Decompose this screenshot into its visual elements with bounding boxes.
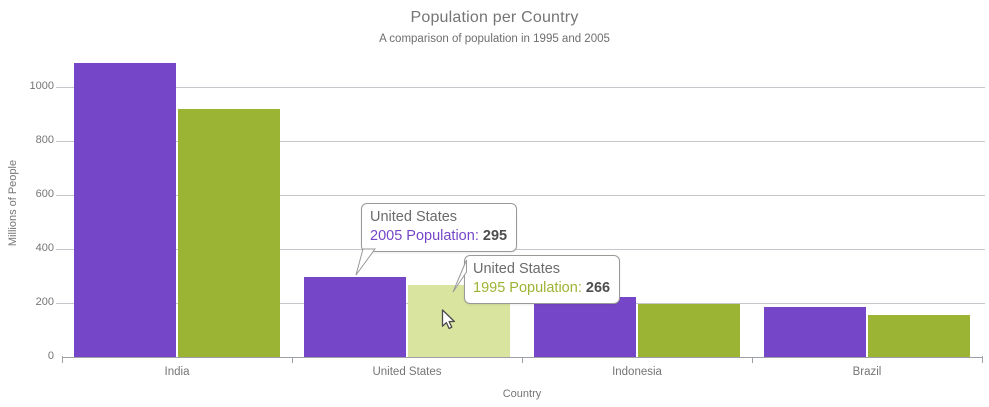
y-tick-label: 400 (35, 242, 54, 254)
x-category-label: India (164, 366, 190, 378)
tooltip-callout-pointer (452, 259, 467, 293)
tooltip-category: United States (370, 209, 458, 225)
y-axis-tick (56, 302, 65, 304)
x-axis-tick (291, 357, 293, 363)
gridline-1000 (62, 86, 985, 88)
x-axis-tick (751, 357, 753, 363)
tooltip-us-2005: United States 2005 Population: 295 (355, 203, 518, 276)
tooltip-series-label: 1995 Population: (473, 280, 582, 296)
gridline-600 (62, 194, 985, 196)
y-axis-tick (56, 248, 65, 250)
x-category-label: Brazil (852, 366, 882, 378)
mouse-cursor-icon (441, 309, 456, 330)
y-axis-tick (56, 194, 65, 196)
bar-india-1995-population[interactable] (178, 108, 280, 357)
bar-united-states-2005-population[interactable] (304, 277, 406, 357)
y-axis-tick (56, 140, 65, 142)
x-axis-title: Country (502, 388, 542, 400)
gridline-400 (62, 248, 985, 250)
gridline-800 (62, 140, 985, 142)
x-axis-end-tick (61, 356, 63, 363)
y-tick-label: 200 (35, 296, 54, 308)
y-tick-label: 800 (35, 134, 54, 146)
bar-indonesia-2005-population[interactable] (534, 297, 636, 357)
y-axis-tick (56, 86, 65, 88)
chart-subtitle: A comparison of population in 1995 and 2… (379, 33, 610, 45)
bar-indonesia-1995-population[interactable] (638, 303, 740, 357)
tooltip-callout-pointer (355, 248, 376, 276)
x-axis-tick (521, 357, 523, 363)
y-tick-label: 600 (35, 188, 54, 200)
tooltip-series-line: 2005 Population: 295 (370, 227, 507, 246)
y-tick-label: 1000 (29, 80, 54, 92)
tooltip-series-label: 2005 Population: (370, 228, 479, 244)
x-category-label: United States (372, 366, 442, 378)
bar-brazil-1995-population[interactable] (868, 314, 970, 357)
tooltip-us-1995: United States 1995 Population: 266 (452, 255, 621, 304)
tooltip-value: 295 (482, 228, 508, 244)
chart-title: Population per Country (410, 9, 579, 26)
tooltip-value: 266 (585, 280, 611, 296)
y-tick-label: 0 (47, 350, 54, 362)
tooltip-category: United States (473, 261, 561, 277)
x-category-label: Indonesia (612, 366, 662, 378)
bar-india-2005-population[interactable] (74, 62, 176, 357)
x-axis-end-tick (981, 356, 983, 363)
bar-brazil-2005-population[interactable] (764, 306, 866, 357)
tooltip-series-line: 1995 Population: 266 (473, 279, 610, 298)
